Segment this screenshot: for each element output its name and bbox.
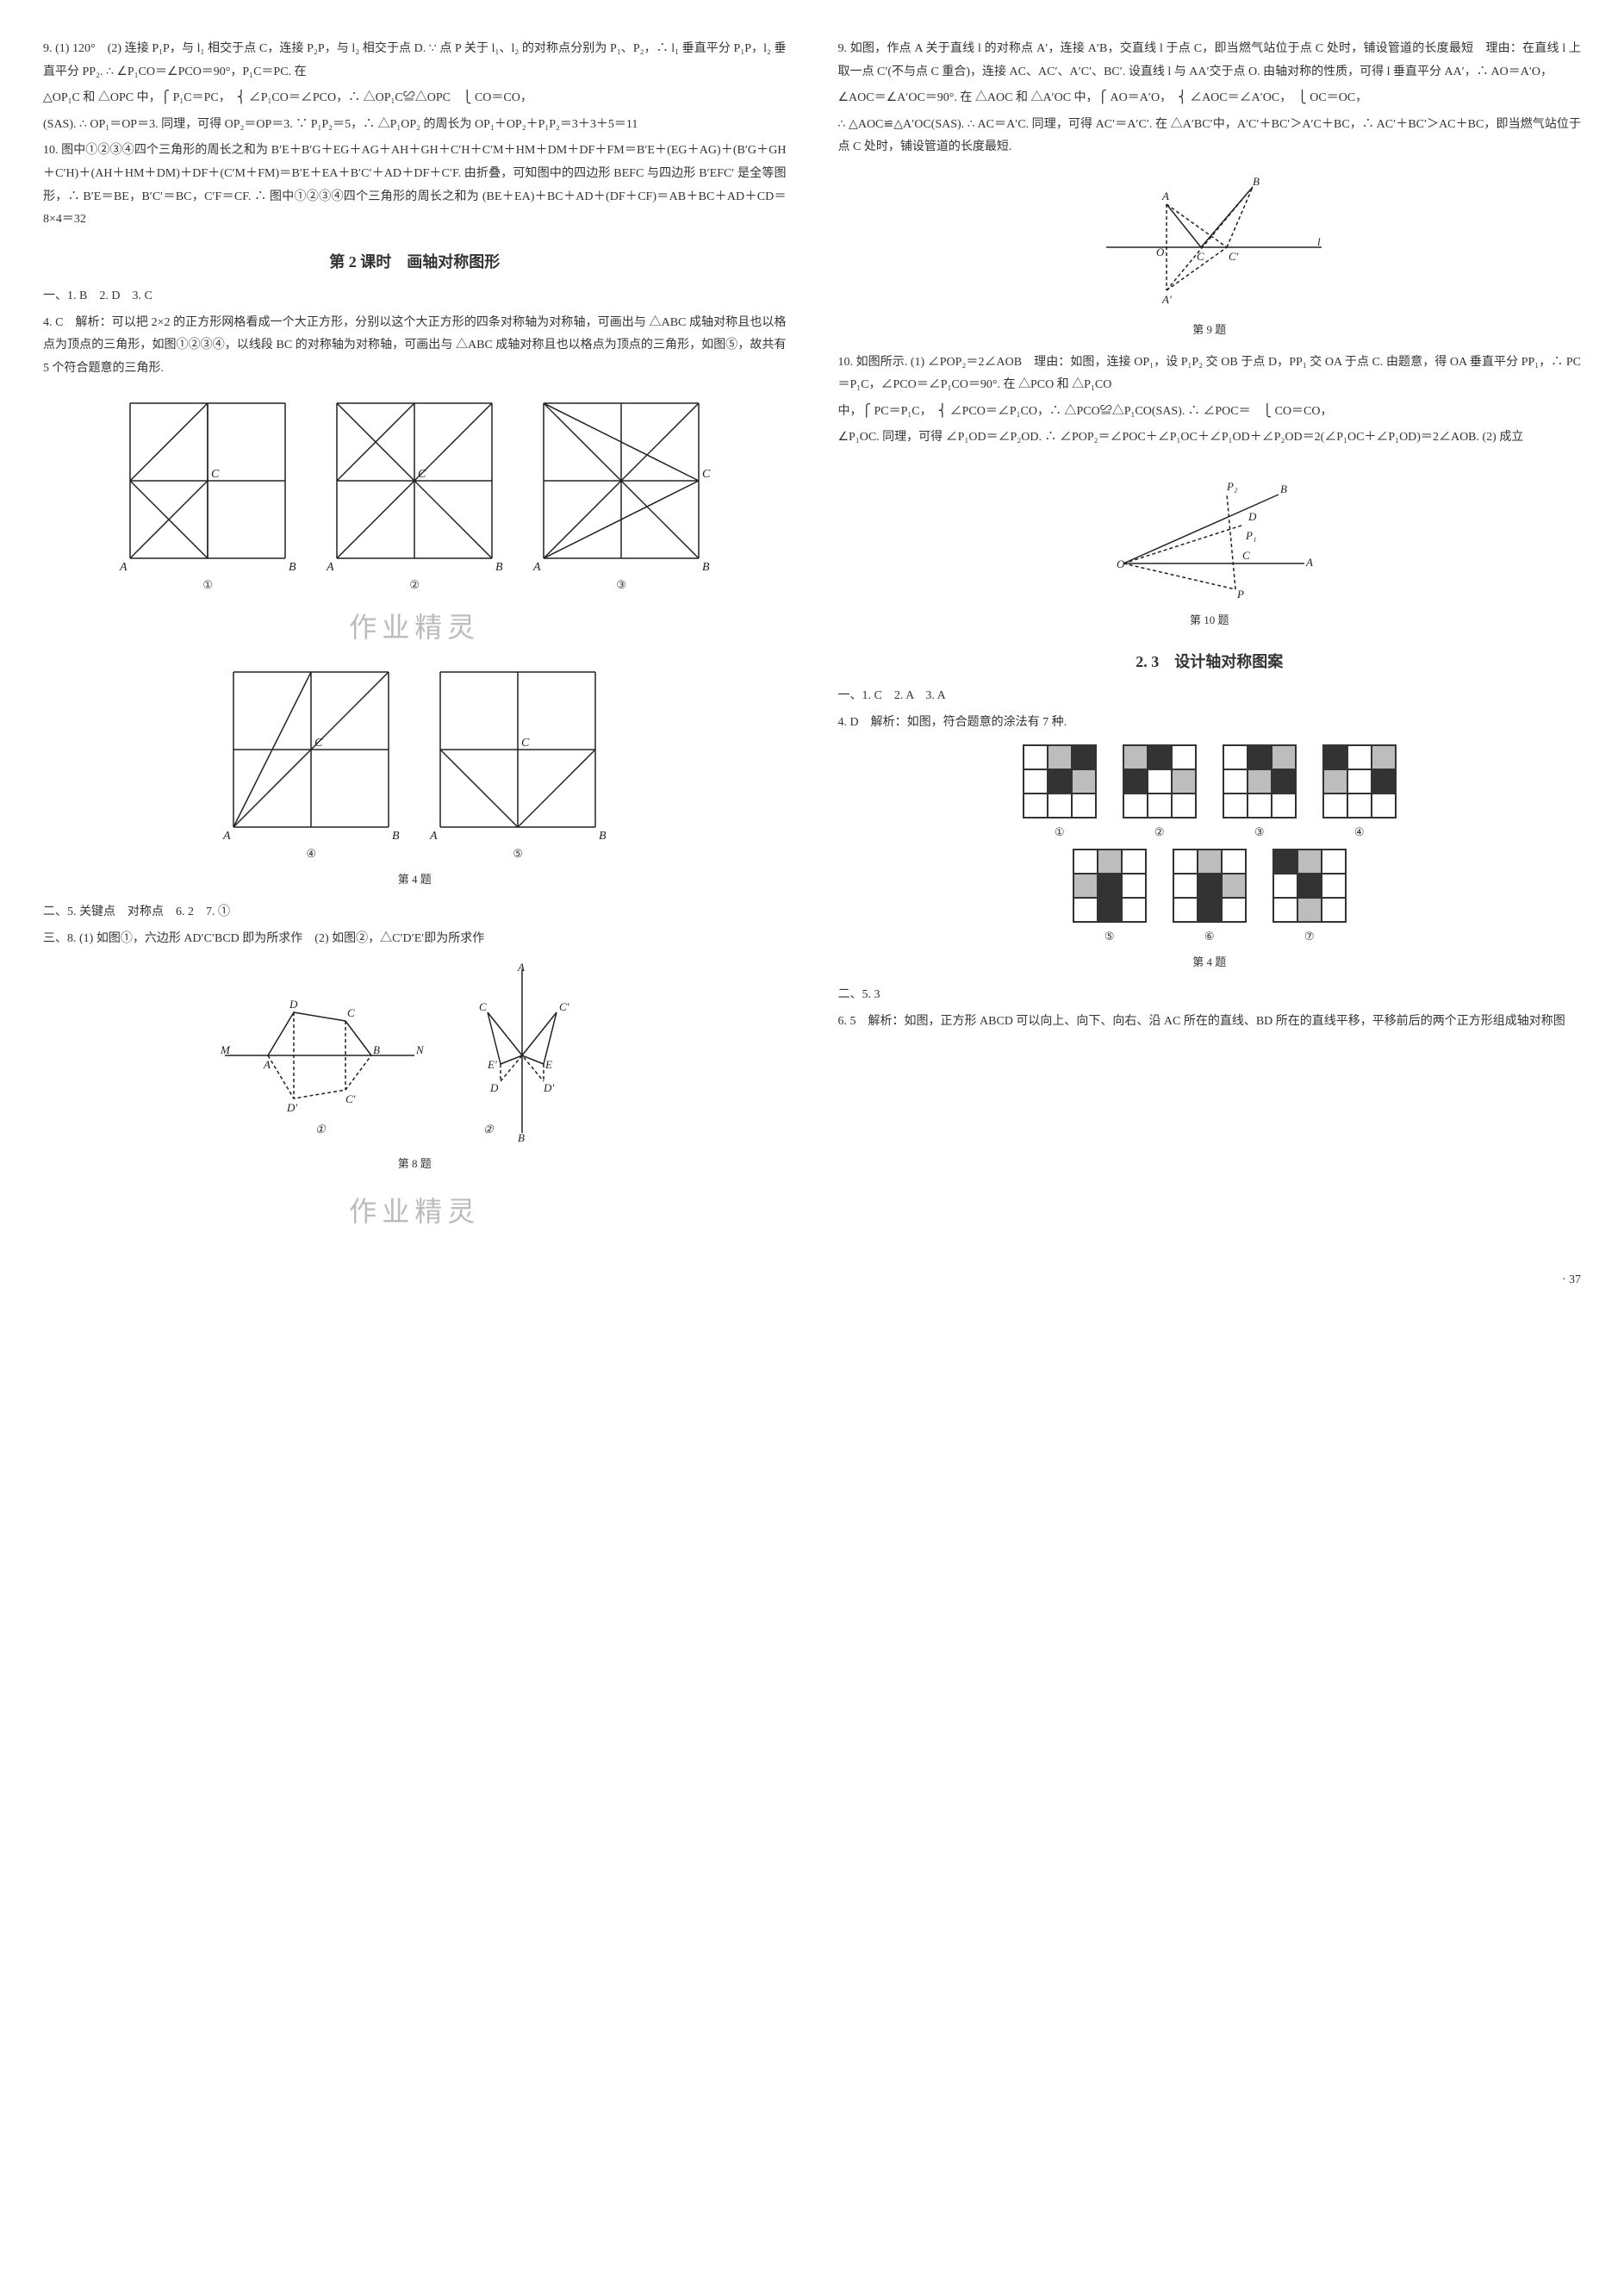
svg-text:D′: D′ bbox=[543, 1081, 554, 1094]
svg-text:②: ② bbox=[483, 1123, 495, 1136]
svg-text:E: E bbox=[544, 1058, 552, 1071]
minigrid-7: ⑦ bbox=[1272, 849, 1347, 948]
section-2-title: 第 2 课时 画轴对称图形 bbox=[43, 247, 787, 277]
svg-text:E′: E′ bbox=[487, 1058, 497, 1071]
svg-text:A: A bbox=[222, 830, 231, 840]
minigrid-6: ⑥ bbox=[1173, 849, 1247, 948]
svg-text:A: A bbox=[1161, 190, 1169, 202]
q10: 10. 图中①②③④四个三角形的周长之和为 B′E＋B′G＋EG＋AG＋AH＋G… bbox=[43, 140, 787, 231]
svg-text:A: A bbox=[532, 561, 541, 571]
r-q10-b: 中，⎧ PC＝P₁C， ⎨ ∠PCO＝∠P₁CO，∴ △PCO≌△P₁CO(SA… bbox=[838, 401, 1582, 424]
svg-text:B: B bbox=[373, 1043, 380, 1056]
svg-text:A: A bbox=[517, 961, 525, 974]
figure-4: ABC①ABC②ABC③ 作业精灵 ABC④ABC⑤ 第 4 题 bbox=[43, 390, 787, 891]
svg-text:C: C bbox=[211, 468, 220, 481]
figure-9: A B O C C′ A′ l 第 9 题 bbox=[838, 170, 1582, 341]
svg-text:①: ① bbox=[315, 1123, 327, 1136]
sec23-q4: 4. D 解析：如图，符合题意的涂法有 7 种. bbox=[838, 712, 1582, 735]
r-q9-a: 9. 如图，作点 A 关于直线 l 的对称点 A′，连接 A′B，交直线 l 于… bbox=[838, 38, 1582, 84]
svg-text:P: P bbox=[1236, 588, 1244, 601]
svg-text:B: B bbox=[1253, 175, 1260, 188]
svg-text:B: B bbox=[495, 561, 503, 571]
svg-text:C: C bbox=[1197, 250, 1204, 263]
sec2-q4: 4. C 解析：可以把 2×2 的正方形网格看成一个大正方形，分别以这个大正方形… bbox=[43, 312, 787, 381]
svg-text:P₂: P₂ bbox=[1226, 480, 1238, 493]
svg-text:D: D bbox=[489, 1081, 499, 1094]
r-q10-a: 10. 如图所示. (1) ∠POP₂＝2∠AOB 理由：如图，连接 OP₁，设… bbox=[838, 352, 1582, 397]
minigrid-4: ④ bbox=[1322, 744, 1397, 843]
sec2-line-a: 一、1. B 2. D 3. C bbox=[43, 285, 787, 308]
svg-text:A: A bbox=[119, 561, 128, 571]
q9-part3: (SAS). ∴ OP₁＝OP＝3. 同理，可得 OP₂＝OP＝3. ∵ P₁P… bbox=[43, 114, 787, 137]
svg-text:B: B bbox=[518, 1131, 525, 1144]
sec23-q6: 6. 5 解析：如图，正方形 ABCD 可以向上、向下、向右、沿 AC 所在的直… bbox=[838, 1011, 1582, 1034]
minigrid-1: ① bbox=[1023, 744, 1097, 843]
svg-text:A: A bbox=[326, 561, 334, 571]
fig4-grid-1: ABC① bbox=[117, 390, 298, 596]
q9-part1: 9. (1) 120° (2) 连接 P₁P，与 l₁ 相交于点 C，连接 P₂… bbox=[43, 38, 787, 84]
left-column: 9. (1) 120° (2) 连接 P₁P，与 l₁ 相交于点 C，连接 P₂… bbox=[43, 34, 787, 1243]
svg-text:B: B bbox=[392, 830, 400, 840]
svg-text:B: B bbox=[599, 830, 607, 840]
svg-text:C: C bbox=[521, 737, 530, 750]
minigrid-2: ② bbox=[1123, 744, 1197, 843]
fig4-grid-2: ABC② bbox=[324, 390, 505, 596]
right-column: 9. 如图，作点 A 关于直线 l 的对称点 A′，连接 A′B，交直线 l 于… bbox=[838, 34, 1582, 1243]
sec2-line-c: 三、8. (1) 如图①，六边形 AD′C′BCD 即为所求作 (2) 如图②，… bbox=[43, 928, 787, 951]
svg-text:C: C bbox=[1242, 549, 1250, 562]
svg-text:M: M bbox=[220, 1043, 231, 1056]
svg-text:B: B bbox=[1280, 482, 1287, 495]
svg-text:C: C bbox=[479, 1000, 487, 1013]
sec23-b: 二、5. 3 bbox=[838, 984, 1582, 1007]
svg-text:D: D bbox=[1248, 510, 1257, 523]
r-q9-c: ∴ △AOC≌△A′OC(SAS). ∴ AC＝A′C. 同理，可得 AC′＝A… bbox=[838, 114, 1582, 159]
figure-9-caption: 第 9 题 bbox=[838, 320, 1582, 341]
figure-8-caption: 第 8 题 bbox=[43, 1154, 787, 1175]
svg-text:C: C bbox=[418, 468, 426, 481]
svg-text:O: O bbox=[1156, 246, 1165, 258]
svg-text:C: C bbox=[314, 737, 323, 750]
svg-text:B: B bbox=[702, 561, 710, 571]
figure-10-caption: 第 10 题 bbox=[838, 610, 1582, 632]
svg-text:C: C bbox=[702, 468, 711, 481]
svg-text:A′: A′ bbox=[1161, 293, 1172, 306]
figure-minigrids: ①②③④ ⑤⑥⑦ 第 4 题 bbox=[838, 744, 1582, 974]
minigrid-3: ③ bbox=[1223, 744, 1297, 843]
section-2-3-title: 2. 3 设计轴对称图案 bbox=[838, 647, 1582, 676]
svg-text:l: l bbox=[1317, 235, 1321, 248]
minigrid-5: ⑤ bbox=[1073, 849, 1147, 948]
svg-text:O: O bbox=[1117, 557, 1125, 570]
svg-text:N: N bbox=[415, 1043, 425, 1056]
svg-text:B: B bbox=[289, 561, 296, 571]
figure-4-caption: 第 4 题 bbox=[43, 869, 787, 891]
svg-text:P₁: P₁ bbox=[1245, 529, 1256, 542]
svg-text:C′: C′ bbox=[345, 1092, 356, 1105]
fig4-grid-4: ABC④ bbox=[221, 659, 401, 865]
q9-part2: △OP₁C 和 △OPC 中，⎧ P₁C＝PC， ⎨ ∠P₁CO＝∠PCO，∴ … bbox=[43, 87, 787, 110]
figure-10: O A B P₂ D P₁ C P 第 10 题 bbox=[838, 460, 1582, 632]
svg-text:C′: C′ bbox=[559, 1000, 569, 1013]
svg-text:A: A bbox=[1305, 556, 1313, 569]
svg-text:D: D bbox=[289, 998, 298, 1011]
r-q10-c: ∠P₁OC. 同理，可得 ∠P₁OD＝∠P₂OD. ∴ ∠POP₂＝∠POC＋∠… bbox=[838, 426, 1582, 450]
sec23-a: 一、1. C 2. A 3. A bbox=[838, 685, 1582, 708]
svg-text:A: A bbox=[429, 830, 438, 840]
svg-text:C′: C′ bbox=[1229, 250, 1239, 263]
figure-8: M N A B D C D′ C′ ① A bbox=[43, 961, 787, 1175]
r-q9-b: ∠AOC＝∠A′OC＝90°. 在 △AOC 和 △A′OC 中，⎧ AO＝A′… bbox=[838, 87, 1582, 110]
figure-minigrids-caption: 第 4 题 bbox=[838, 952, 1582, 974]
svg-text:D′: D′ bbox=[286, 1101, 297, 1114]
sec2-line-b: 二、5. 关键点 对称点 6. 2 7. ① bbox=[43, 901, 787, 924]
watermark-1: 作业精灵 bbox=[43, 601, 787, 654]
fig4-grid-3: ABC③ bbox=[531, 390, 712, 596]
page-number: · 37 bbox=[43, 1269, 1581, 1292]
fig4-grid-5: ABC⑤ bbox=[427, 659, 608, 865]
watermark-2: 作业精灵 bbox=[43, 1186, 787, 1238]
svg-text:C: C bbox=[347, 1006, 355, 1019]
svg-text:A: A bbox=[263, 1058, 271, 1071]
